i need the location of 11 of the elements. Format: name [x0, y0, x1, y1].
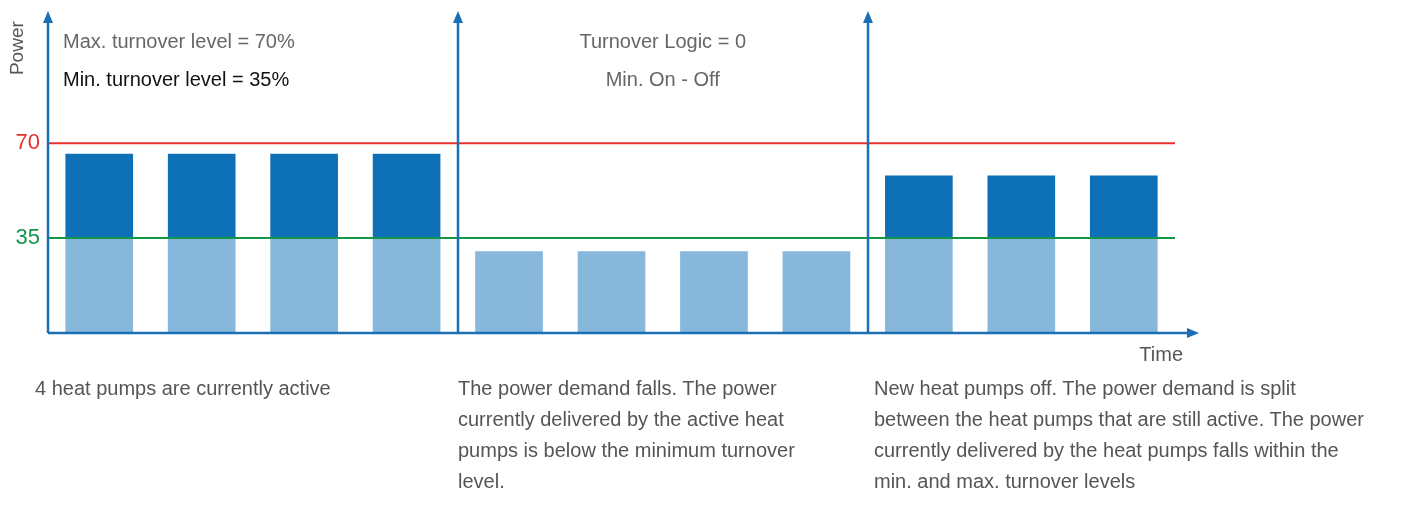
annotation: Min. turnover level = 35% [63, 67, 290, 90]
text: 4 heat pumps are currently active [35, 376, 332, 401]
annotation: Max. turnover level = 70% [63, 29, 295, 52]
y-tick-label: 70 [15, 129, 40, 155]
annotation: Min. On - Off [605, 67, 721, 90]
y-axis-title: Power [5, 20, 27, 76]
x-axis-title: Time [1139, 342, 1183, 365]
annotation: Turnover Logic = 0 [579, 29, 747, 52]
y-tick-label: 35 [15, 224, 40, 250]
text: The power demand falls. The power currently delivered by the active heat pumps is below the minimum turnover level. [458, 376, 796, 494]
text: New heat pumps off. The power demand is split between the heat pumps that are still active. The power currently delivered by the heat pumps falls within the min. and max. turnover levels [874, 376, 1365, 494]
